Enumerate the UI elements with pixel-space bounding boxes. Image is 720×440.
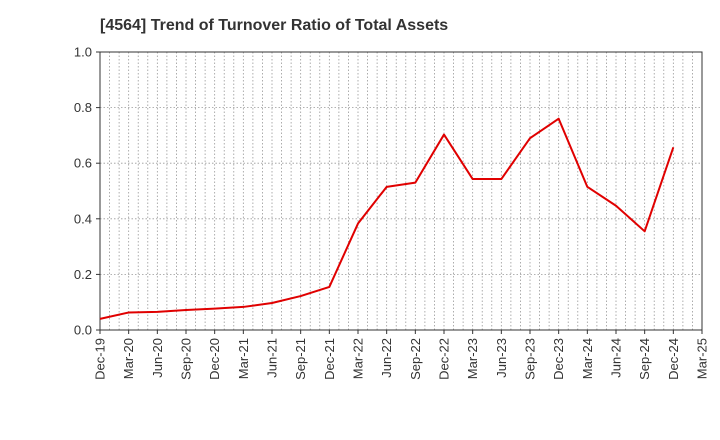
chart-title: [4564] Trend of Turnover Ratio of Total … bbox=[100, 17, 448, 34]
y-tick-label: 1.0 bbox=[74, 45, 92, 60]
x-tick-label: Mar-20 bbox=[121, 338, 136, 379]
x-tick-label: Dec-19 bbox=[93, 338, 108, 380]
x-tick-label: Jun-24 bbox=[609, 338, 624, 378]
y-tick-label: 0.8 bbox=[74, 100, 92, 115]
y-axis: 0.0 0.2 0.4 0.6 0.8 1.0 bbox=[74, 45, 100, 338]
x-tick-label: Dec-22 bbox=[437, 338, 452, 380]
x-axis: Dec-19 Mar-20 Jun-20 Sep-20 Dec-20 Mar-21 Jun-… bbox=[93, 330, 710, 380]
x-tick-label: Sep-24 bbox=[637, 338, 652, 380]
y-tick-label: 0.0 bbox=[74, 323, 92, 338]
x-tick-label: Sep-23 bbox=[523, 338, 538, 380]
x-tick-label: Mar-21 bbox=[236, 338, 251, 379]
y-tick-label: 0.2 bbox=[74, 267, 92, 282]
x-tick-label: Dec-21 bbox=[322, 338, 337, 380]
x-tick-label: Mar-22 bbox=[351, 338, 366, 379]
x-tick-label: Jun-20 bbox=[150, 338, 165, 378]
x-tick-label: Jun-21 bbox=[265, 338, 280, 378]
x-tick-label: Sep-21 bbox=[293, 338, 308, 380]
x-tick-label: Dec-20 bbox=[207, 338, 222, 380]
x-tick-label: Mar-24 bbox=[580, 338, 595, 379]
x-tick-label: Dec-24 bbox=[666, 338, 681, 380]
x-tick-label: Dec-23 bbox=[551, 338, 566, 380]
series-group bbox=[99, 117, 675, 320]
y-tick-label: 0.4 bbox=[74, 211, 92, 226]
plot-frame bbox=[99, 51, 703, 331]
x-tick-label: Jun-23 bbox=[494, 338, 509, 378]
x-tick-label: Mar-23 bbox=[465, 338, 480, 379]
x-tick-label: Jun-22 bbox=[379, 338, 394, 378]
grid bbox=[100, 52, 702, 330]
y-tick-label: 0.6 bbox=[74, 156, 92, 171]
x-tick-label: Sep-20 bbox=[179, 338, 194, 380]
x-tick-label: Sep-22 bbox=[408, 338, 423, 380]
x-tick-label: Mar-25 bbox=[695, 338, 710, 379]
